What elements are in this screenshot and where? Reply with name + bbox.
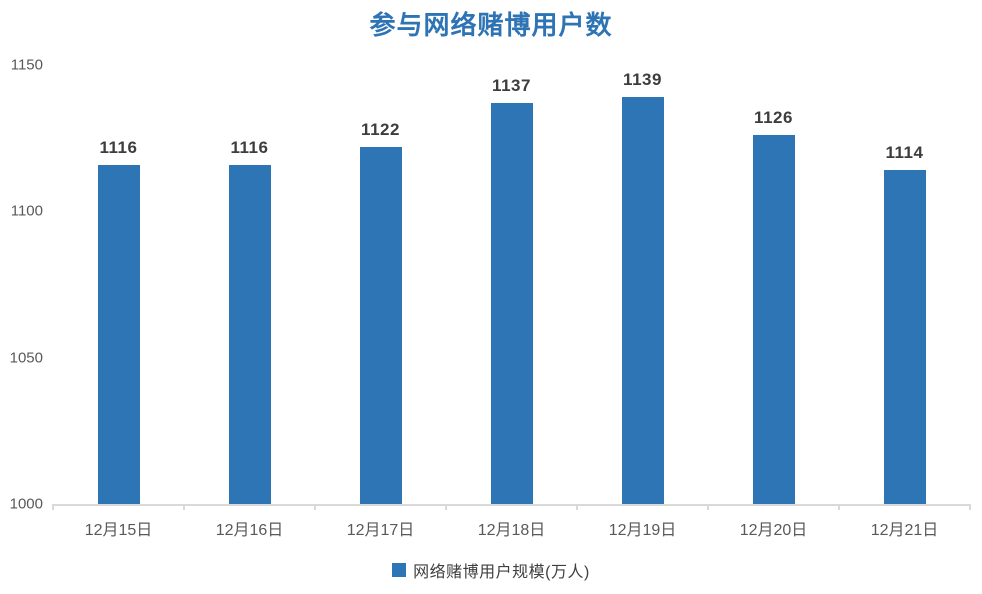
x-axis-tick	[52, 504, 54, 510]
bar-value-label: 1137	[492, 76, 531, 96]
bar[interactable]	[752, 135, 795, 504]
x-axis-tick	[183, 504, 185, 510]
legend-label: 网络赌博用户规模(万人)	[413, 564, 590, 581]
bar-value-label: 1116	[230, 137, 269, 157]
x-axis-tick	[838, 504, 840, 510]
x-axis-tick	[576, 504, 578, 510]
x-axis-label: 12月18日	[477, 522, 546, 539]
bar-value-label: 1126	[754, 108, 793, 128]
y-axis-tick-label: 1100	[10, 202, 43, 220]
y-axis-tick-label: 1050	[9, 349, 43, 367]
chart-title: 参与网络赌博用户数	[369, 10, 613, 40]
bar-value-label: 1114	[885, 143, 924, 163]
bar-group: 1114 12月21日	[839, 65, 970, 539]
bar-group: 1126 12月20日	[708, 65, 839, 539]
bar[interactable]	[490, 103, 533, 504]
bar-value-label: 1139	[623, 70, 662, 90]
x-axis-label: 12月20日	[739, 522, 808, 539]
bar-group: 1139 12月19日	[577, 65, 708, 539]
plot-area: 1000 1050 1100 1150 1116 12月15日 1116 12月16日 1122…	[10, 57, 971, 539]
bar-group: 1116 12月16日	[184, 65, 315, 539]
legend: 网络赌博用户规模(万人)	[0, 558, 982, 582]
bar[interactable]	[621, 97, 664, 504]
legend-marker-icon	[392, 563, 407, 577]
bar[interactable]	[228, 164, 271, 504]
bar[interactable]	[359, 146, 402, 504]
bar-group: 1116 12月15日	[53, 65, 184, 539]
y-axis-tick-label: 1150	[10, 56, 43, 74]
x-axis-label: 12月17日	[346, 522, 415, 539]
bar[interactable]	[97, 164, 140, 504]
x-axis-label: 12月16日	[215, 522, 284, 539]
y-axis-tick-label: 1000	[9, 495, 43, 513]
bar-value-label: 1122	[361, 119, 400, 139]
x-axis-tick	[445, 504, 447, 510]
bar-group: 1122 12月17日	[315, 65, 446, 539]
x-axis-label: 12月21日	[870, 522, 939, 539]
bar[interactable]	[883, 170, 926, 504]
x-axis-label: 12月19日	[608, 522, 677, 539]
x-axis-tick	[969, 504, 971, 510]
x-axis-tick	[314, 504, 316, 510]
bar-group: 1137 12月18日	[446, 65, 577, 539]
x-axis-label: 12月15日	[84, 522, 153, 539]
x-axis-tick	[707, 504, 709, 510]
bar-value-label: 1116	[99, 137, 138, 157]
